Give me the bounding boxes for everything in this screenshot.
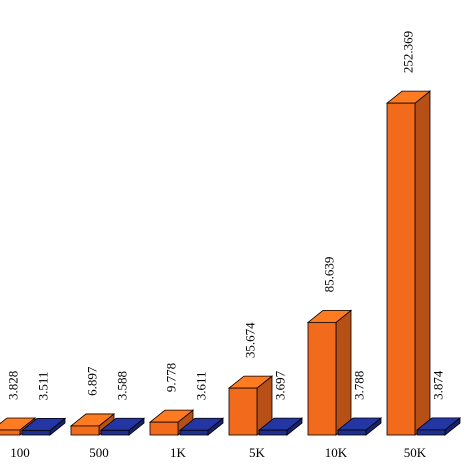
bar (21, 429, 51, 436)
value-label: 3.788 (352, 371, 367, 400)
value-label: 6.897 (85, 366, 100, 396)
value-label: 3.697 (273, 370, 288, 400)
x-tick-label: 500 (89, 445, 109, 460)
x-tick-label: 10K (325, 445, 348, 460)
value-label: 3.588 (115, 371, 130, 400)
value-label: 9.778 (164, 363, 179, 392)
value-label: 85.639 (322, 257, 337, 293)
x-tick-label: 50K (404, 445, 427, 460)
bar (258, 429, 288, 436)
bar (337, 429, 367, 436)
value-label: 3.511 (36, 372, 51, 401)
bar (70, 425, 100, 436)
value-label: 3.611 (194, 371, 209, 400)
value-label: 3.828 (6, 371, 21, 400)
value-label: 252.369 (401, 31, 416, 73)
x-tick-label: 5K (249, 445, 266, 460)
bar (0, 429, 21, 436)
bar (416, 429, 446, 436)
bar (100, 429, 130, 436)
bar (149, 421, 179, 436)
bar (307, 321, 337, 436)
value-label: 35.674 (243, 322, 258, 358)
bar (179, 429, 209, 436)
bar (386, 102, 416, 436)
bar (228, 387, 258, 436)
x-tick-label: 1K (170, 445, 187, 460)
bar-side (414, 90, 431, 436)
x-tick-label: 100 (10, 445, 30, 460)
bar-side (335, 309, 352, 436)
value-label: 3.874 (431, 370, 446, 400)
